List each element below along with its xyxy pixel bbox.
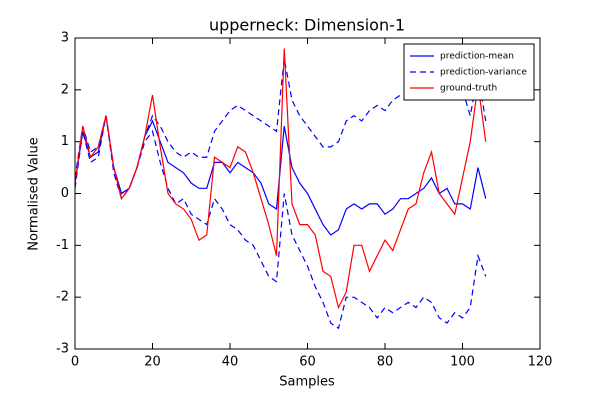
legend-label: prediction-variance (440, 68, 527, 78)
x-tick-label: 60 (299, 355, 316, 370)
x-axis-label: Samples (279, 375, 335, 390)
x-tick-label: 120 (528, 355, 553, 370)
x-tick-label: 0 (71, 355, 79, 370)
y-tick-label: -1 (56, 238, 69, 253)
x-tick-label: 20 (144, 355, 161, 370)
legend-label: ground-truth (440, 84, 497, 94)
data-line (75, 48, 487, 310)
y-axis-label: Normalised Value (27, 137, 42, 251)
legend-box (403, 43, 535, 101)
y-tick-label: 1 (61, 134, 69, 149)
legend-label: prediction-mean (440, 52, 514, 62)
plot-frame (74, 37, 541, 350)
y-tick-label: -3 (56, 342, 69, 357)
data-line (75, 115, 487, 330)
y-tick-label: 0 (61, 186, 69, 201)
x-tick-label: 40 (222, 355, 239, 370)
x-tick-label: 100 (450, 355, 475, 370)
y-tick-label: 2 (61, 82, 69, 97)
x-tick-label: 80 (377, 355, 394, 370)
data-line (75, 58, 487, 195)
y-tick-label: -2 (56, 290, 69, 305)
chart-title: upperneck: Dimension-1 (209, 16, 405, 35)
y-tick-label: 3 (61, 31, 69, 46)
